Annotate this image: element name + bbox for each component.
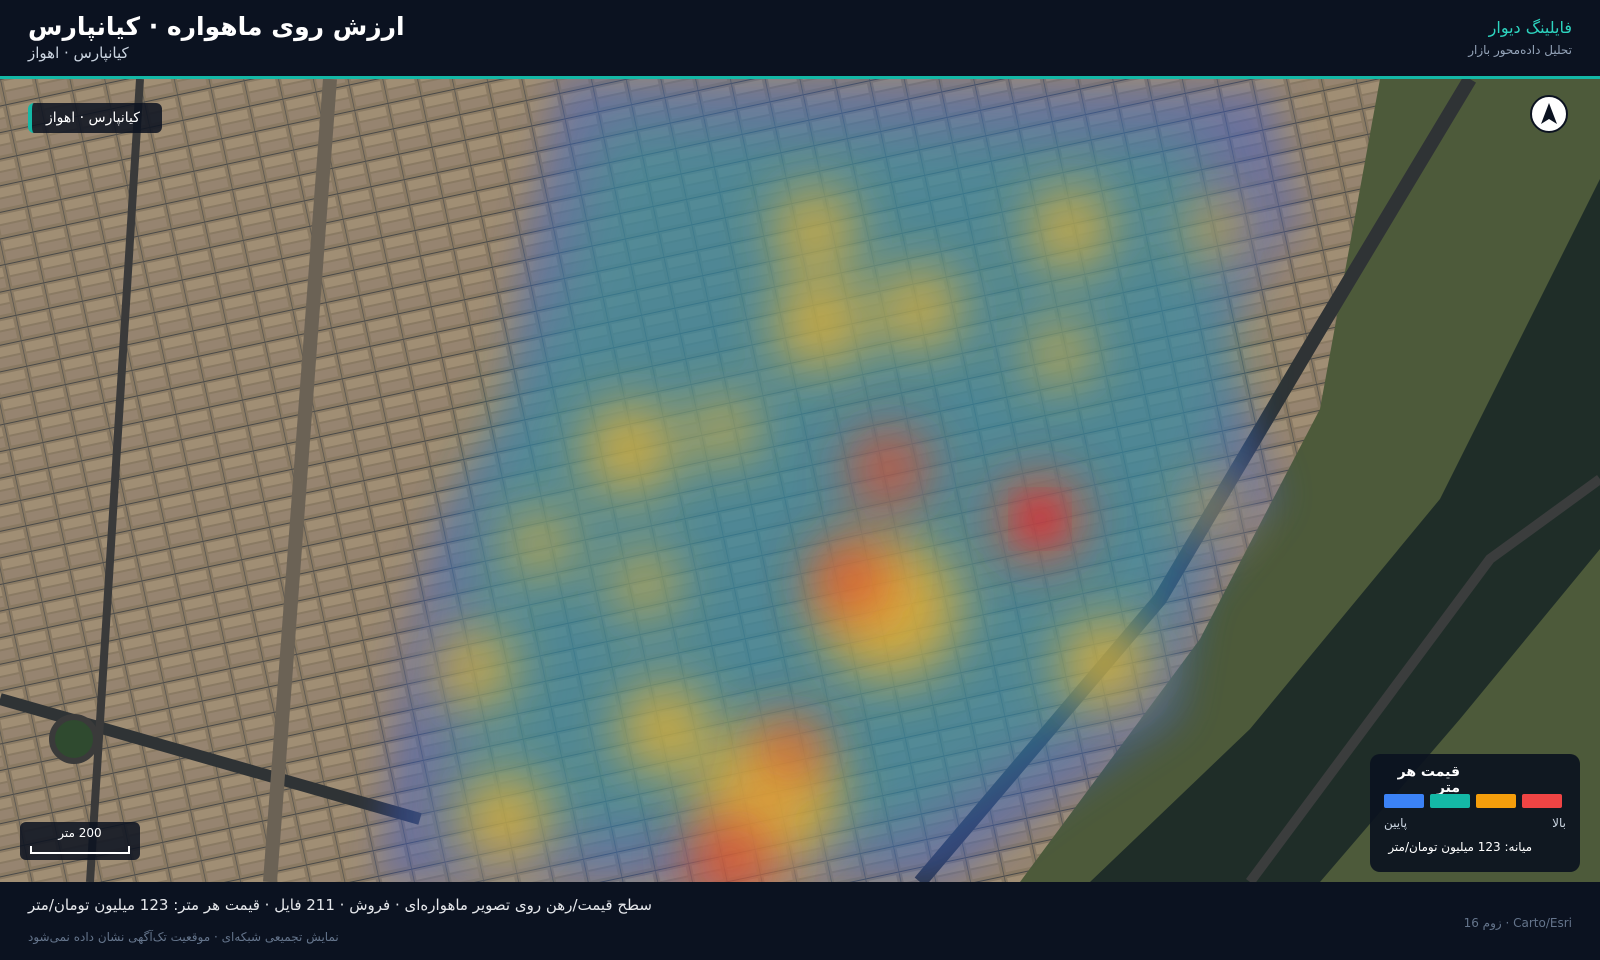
brand: فایلینگ دیوار (1488, 18, 1572, 37)
brand-tagline: تحلیل داده‌محور بازار (1468, 43, 1572, 57)
legend-swatch (1476, 794, 1516, 808)
footer-summary: سطح قیمت/رهن روی تصویر ماهواره‌ای · فروش… (28, 896, 652, 914)
roundabout (49, 714, 99, 764)
attribution: زوم 16 · Carto/Esri (1463, 916, 1572, 930)
footer-note: نمایش تجمیعی شبکه‌ای · موقعیت تک‌آگهی نش… (28, 930, 339, 944)
heatmap (380, 79, 1300, 882)
legend-swatch (1522, 794, 1562, 808)
rail-corridor (263, 79, 337, 882)
legend: قیمت هر متر پایین بالا میانه: 123 میلیون… (1370, 754, 1580, 872)
road (86, 79, 144, 882)
scale-line (30, 846, 130, 854)
area-label: کیانپارس · اهواز (28, 103, 162, 133)
legend-high: بالا (1552, 816, 1566, 830)
compass[interactable] (1530, 95, 1568, 133)
legend-swatch (1384, 794, 1424, 808)
map[interactable] (0, 79, 1600, 882)
legend-swatch (1430, 794, 1470, 808)
legend-title: قیمت هر متر (1397, 764, 1460, 796)
scale-label: 200 متر (58, 826, 102, 840)
road (1245, 474, 1600, 882)
legend-low: پایین (1384, 816, 1408, 830)
legend-swatches (1384, 794, 1562, 808)
scale-bar: 200 متر (20, 822, 140, 860)
page-subtitle: کیانپارس · اهواز (28, 44, 129, 62)
page-title: ارزش روی ماهواره · کیانپارس (28, 12, 405, 41)
legend-median: میانه: 123 میلیون تومان/متر (1388, 840, 1532, 854)
footer: سطح قیمت/رهن روی تصویر ماهواره‌ای · فروش… (0, 882, 1600, 960)
satellite-map (0, 79, 1600, 882)
header: ارزش روی ماهواره · کیانپارس کیانپارس · ا… (0, 0, 1600, 79)
river (1090, 79, 1600, 882)
